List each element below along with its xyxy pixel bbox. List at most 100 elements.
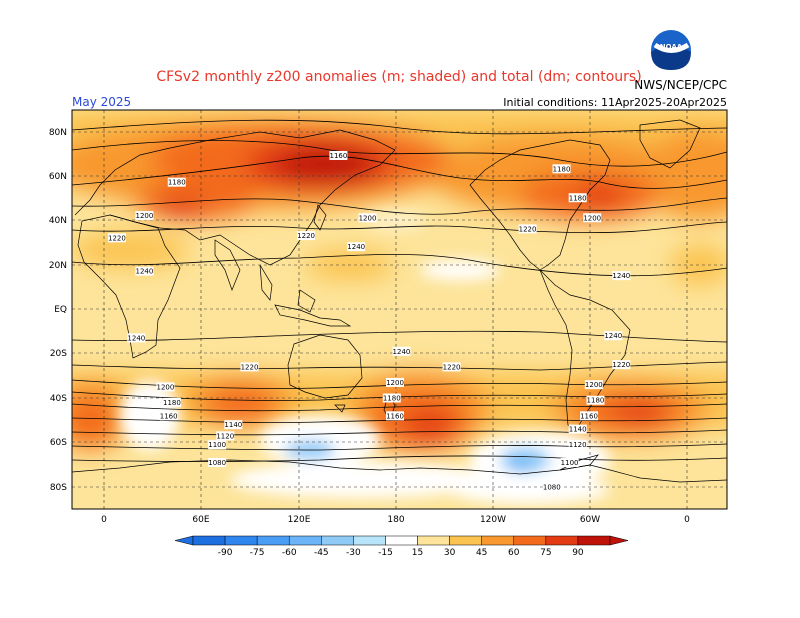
- contour-label-text: 1160: [330, 152, 348, 160]
- colorbar-arrow-right: [609, 535, 629, 546]
- contour-label: 1160: [159, 411, 178, 421]
- contour-label-text: 1240: [127, 334, 145, 342]
- colorbar-swatch: [481, 535, 515, 546]
- longitude-labels: 0 60E 120E 180 120W 60W 0: [101, 515, 690, 525]
- colorbar-label: 45: [476, 548, 487, 558]
- contour-label: 1080: [542, 482, 561, 492]
- colorbar-swatch: [224, 535, 258, 546]
- contour-label-bg: [347, 242, 366, 252]
- contour-label: 1180: [552, 164, 571, 174]
- map-title: CFSv2 monthly z200 anomalies (m; shaded)…: [156, 69, 641, 85]
- lat-label: 40S: [50, 394, 67, 404]
- contour-label-text: 1180: [383, 395, 401, 403]
- contour-label-bg: [382, 393, 401, 403]
- contour-label: 1120: [216, 431, 235, 441]
- contour-label-bg: [560, 458, 579, 468]
- contour-label-text: 1160: [580, 412, 598, 420]
- colorbar-arrow-left: [174, 535, 194, 546]
- contour-label-bg: [552, 164, 571, 174]
- contour-label-text: 1220: [241, 363, 259, 371]
- map-panel: 1160 1180 1200 1220 1240 1220 1200 1240 1220 1180…: [72, 110, 727, 509]
- contour-label-bg: [392, 346, 411, 356]
- contour-label: 1180: [586, 395, 605, 405]
- month-label: May 2025: [72, 95, 131, 109]
- contour-label-bg: [386, 377, 404, 387]
- colorbar-swatch: [449, 535, 482, 546]
- contour-label-bg: [358, 213, 377, 223]
- contour-label: 1160: [329, 150, 348, 160]
- colorbar-label: -45: [314, 548, 329, 558]
- contour-label: 1080: [208, 458, 227, 468]
- contour-label-text: 1240: [612, 272, 630, 280]
- lat-label: 20S: [50, 349, 67, 359]
- contour-label-bg: [518, 224, 537, 234]
- contour-label: 1160: [386, 411, 404, 421]
- contour-label: 1220: [442, 362, 461, 372]
- colorbar-swatch: [545, 535, 579, 546]
- contour-label-bg: [216, 431, 235, 441]
- contour-label-bg: [162, 397, 181, 407]
- contour-label: 1180: [167, 177, 186, 187]
- contour-label: 1120: [568, 440, 587, 450]
- colorbar-label: 75: [540, 548, 551, 558]
- contour-label: 1200: [584, 380, 603, 390]
- colorbar-label: -90: [218, 548, 233, 558]
- contour-label-text: 1080: [208, 459, 226, 467]
- contour-label-text: 1220: [612, 361, 630, 369]
- lon-label: 60W: [580, 515, 600, 525]
- contour-label-text: 1180: [553, 165, 571, 173]
- contour-label-text: 1220: [519, 225, 537, 233]
- contour-label-bg: [568, 440, 587, 450]
- contour-label-bg: [208, 458, 227, 468]
- lat-label: 80S: [50, 483, 67, 493]
- contour-label: 1240: [392, 346, 411, 356]
- contour-label: 1180: [568, 193, 587, 203]
- contour-label-bg: [386, 411, 404, 421]
- colorbar-swatch: [256, 535, 290, 546]
- contour-label-bg: [586, 395, 605, 405]
- colorbar-label: -60: [282, 548, 297, 558]
- colorbar-swatch: [353, 535, 386, 546]
- contour-label-bg: [568, 193, 587, 203]
- contour-label-text: 1240: [393, 348, 411, 356]
- contour-label-text: 1200: [359, 214, 377, 222]
- contour-label: 1140: [224, 420, 243, 430]
- colorbar-label: 90: [572, 548, 584, 558]
- colorbar-label: 15: [412, 548, 423, 558]
- contour-label-bg: [297, 231, 316, 241]
- noaa-logo: NOAA: [651, 30, 691, 70]
- lat-label: 80N: [49, 128, 67, 138]
- contour-label-text: 1100: [208, 441, 226, 449]
- colorbar-swatch: [321, 535, 354, 546]
- colorbar-swatch: [513, 535, 547, 546]
- colorbar-label: -15: [378, 548, 393, 558]
- contour-label: 1240: [612, 271, 631, 281]
- contour-label: 1240: [135, 266, 154, 276]
- init-conditions-label: Initial conditions: 11Apr2025-20Apr2025: [503, 96, 727, 109]
- contour-label-text: 1200: [386, 379, 404, 387]
- contour-label-text: 1200: [583, 214, 601, 222]
- lon-label: 0: [684, 515, 690, 525]
- contour-label-text: 1120: [569, 441, 587, 449]
- colorbar-swatch: [192, 535, 226, 546]
- contour-label-bg: [329, 150, 348, 160]
- contour-label-bg: [159, 411, 178, 421]
- contour-label-text: 1200: [585, 381, 603, 389]
- contour-label-text: 1140: [569, 426, 587, 434]
- contour-label: 1220: [612, 360, 631, 370]
- contour-label-text: 1140: [224, 421, 242, 429]
- colorbar-swatch: [288, 535, 322, 546]
- contour-label-text: 1180: [587, 397, 605, 405]
- lon-label: 120E: [288, 515, 311, 525]
- contour-label-text: 1180: [569, 194, 587, 202]
- contour-label-bg: [604, 331, 623, 341]
- contour-label-text: 1240: [136, 268, 154, 276]
- agency-label: NWS/NCEP/CPC: [634, 78, 727, 92]
- contour-label-bg: [542, 482, 561, 492]
- contour-label: 1180: [382, 393, 401, 403]
- colorbar-label: 60: [508, 548, 520, 558]
- lon-label: 0: [101, 515, 107, 525]
- contour-label: 1220: [240, 362, 259, 372]
- contour-label-text: 1220: [297, 232, 315, 240]
- contour-label-bg: [612, 271, 631, 281]
